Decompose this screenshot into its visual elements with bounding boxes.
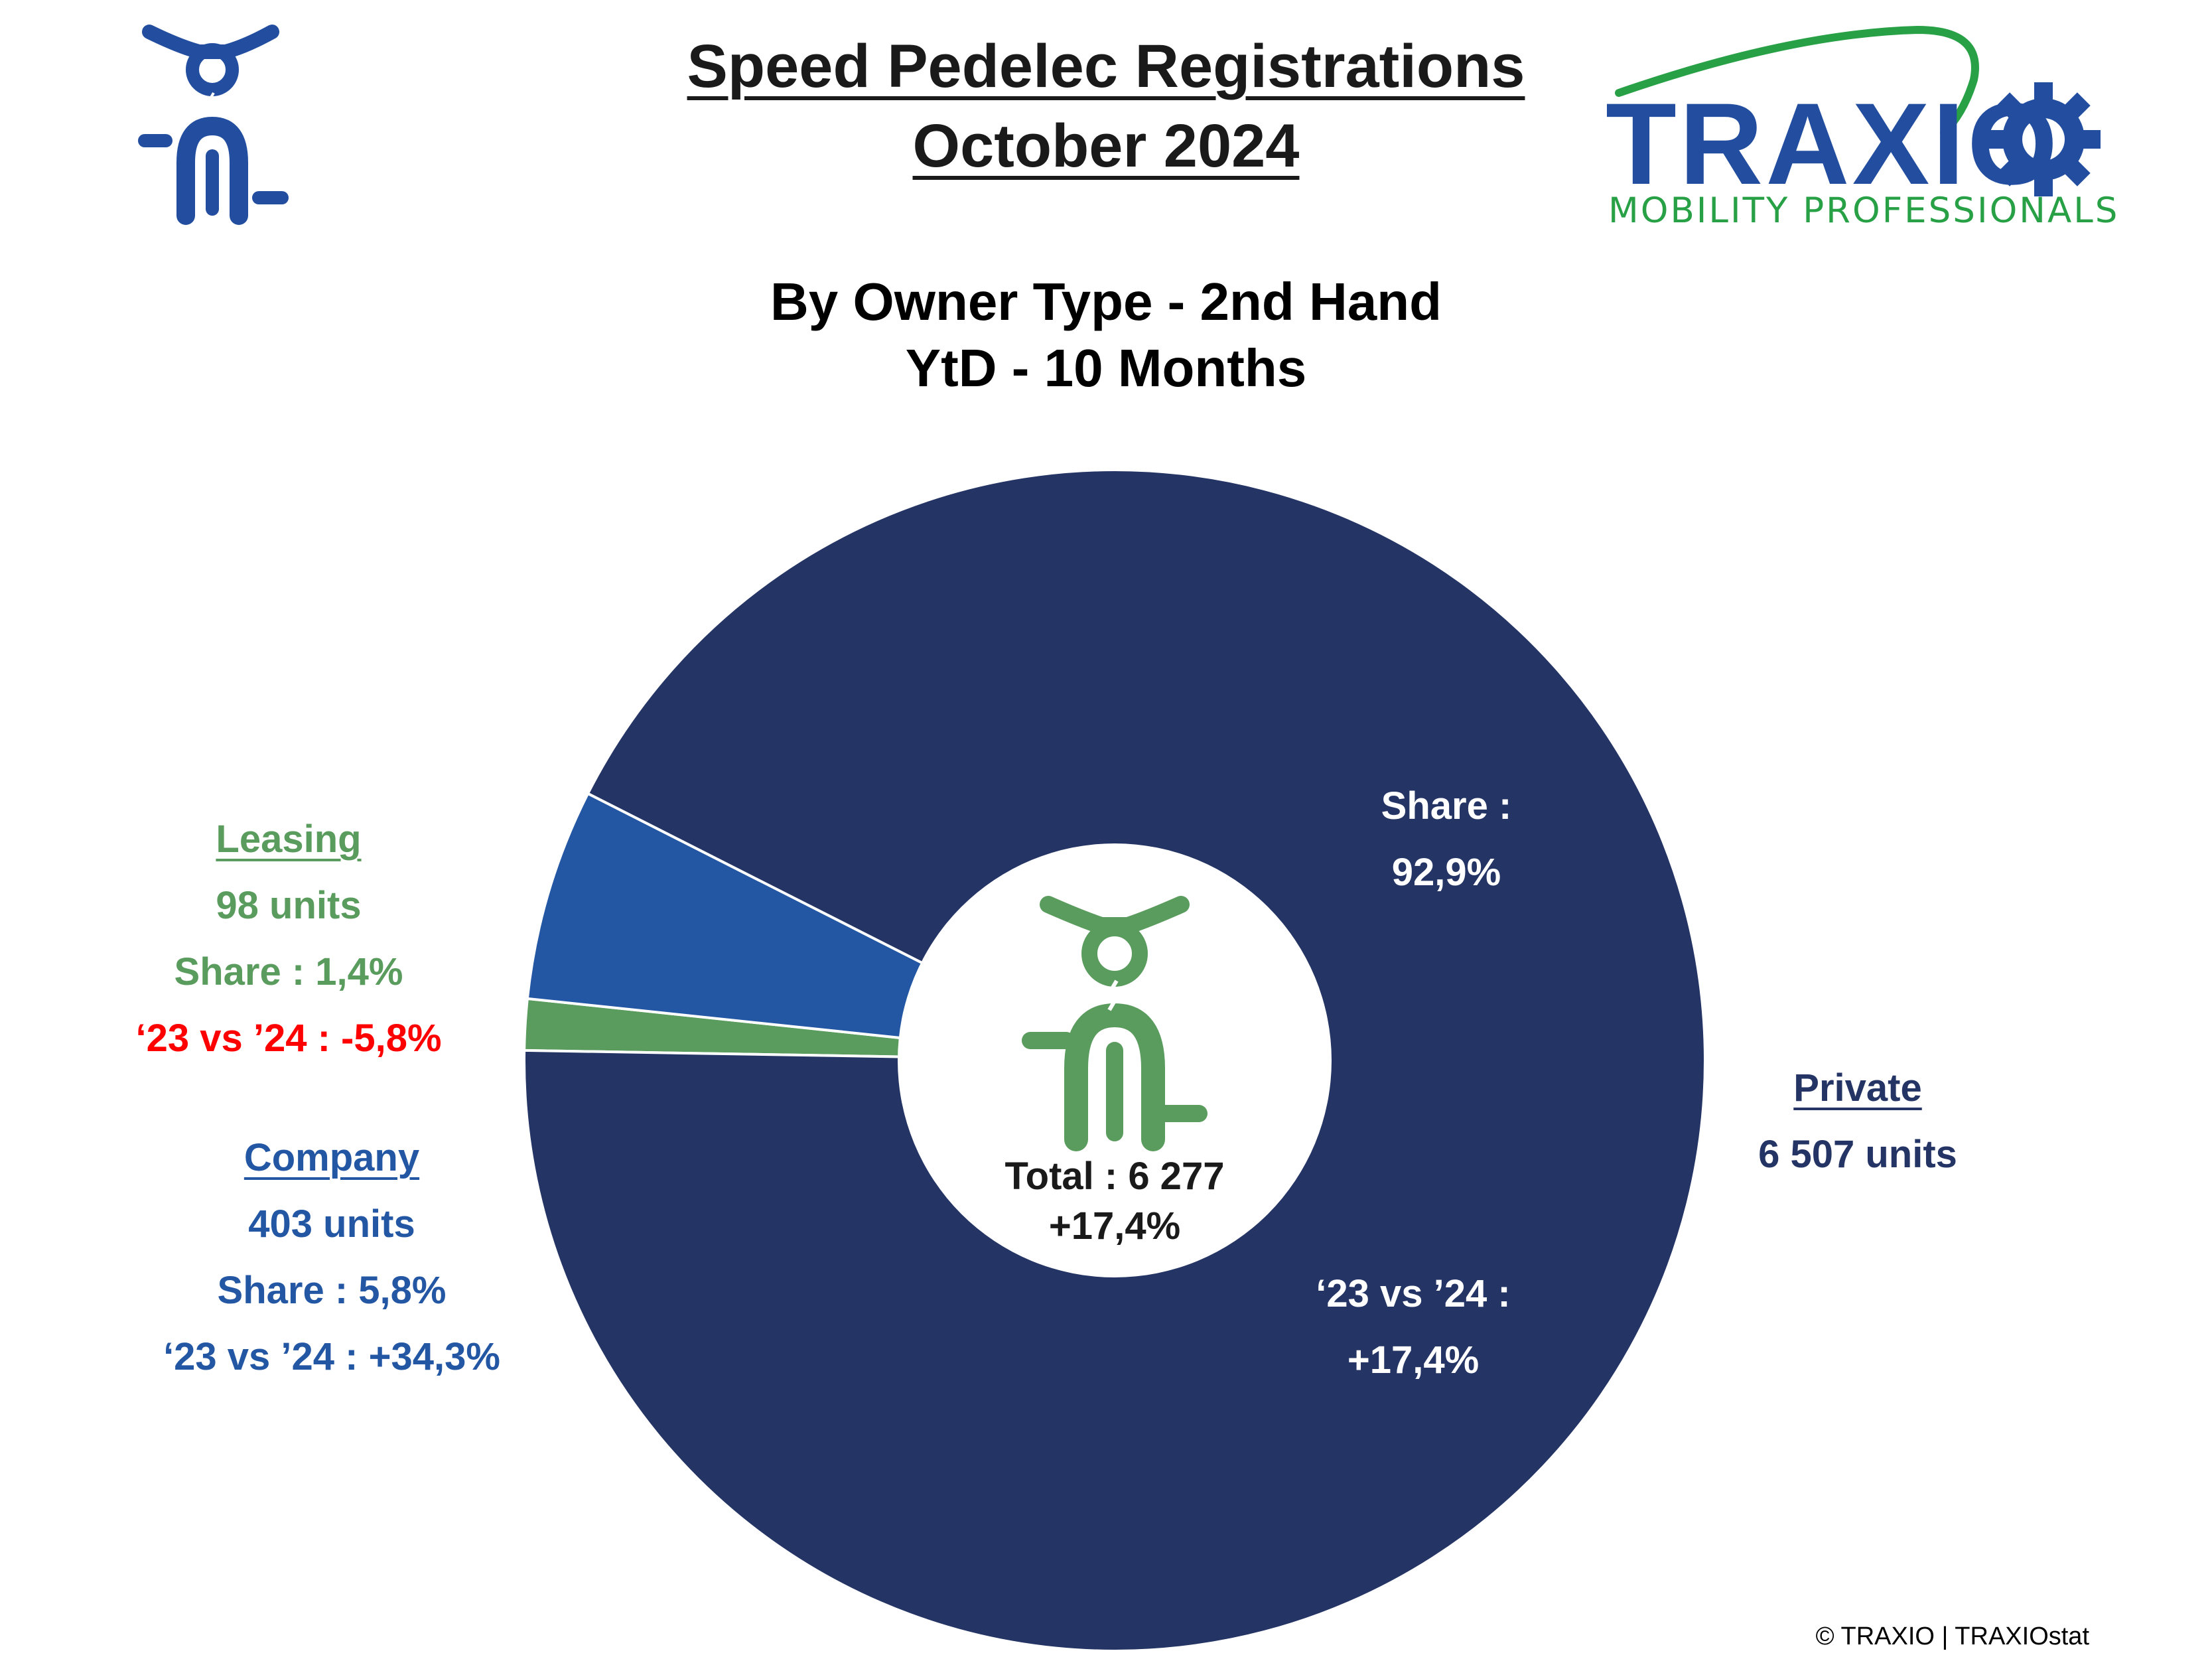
private-legend: Private 6 507 units (1692, 1055, 2024, 1188)
title-line-1: Speed Pedelec Registrations (687, 33, 1525, 100)
center-total: Total : 6 277 +17,4% (949, 1151, 1280, 1251)
speed-pedelec-rider-icon (138, 25, 289, 225)
center-total-change: +17,4% (1048, 1204, 1181, 1248)
private-change-value: +17,4% (1347, 1338, 1480, 1382)
leasing-change: ‘23 vs ’24 : -5,8% (135, 1017, 442, 1060)
private-share-caption: Share : (1381, 784, 1512, 828)
center-total-value: Total : 6 277 (1004, 1155, 1225, 1198)
chart-title: By Owner Type - 2nd Hand YtD - 10 Months (608, 269, 1604, 401)
page-title: Speed Pedelec Registrations October 2024 (509, 27, 1703, 186)
copyright-text: © TRAXIO | TRAXIOstat (1815, 1623, 2089, 1650)
private-change-caption: ‘23 vs ’24 : (1316, 1272, 1511, 1315)
leasing-legend: Leasing 98 units Share : 1,4% ‘23 vs ’24… (86, 806, 491, 1072)
leasing-name: Leasing (216, 818, 362, 861)
company-legend: Company 403 units Share : 5,8% ‘23 vs ’2… (119, 1125, 544, 1390)
private-change-label: ‘23 vs ’24 : +17,4% (1247, 1261, 1579, 1394)
company-change: ‘23 vs ’24 : +34,3% (163, 1335, 500, 1378)
private-units: 6 507 units (1758, 1133, 1957, 1176)
title-line-2: October 2024 (912, 112, 1300, 180)
private-share-label: Share : 92,9% (1280, 773, 1612, 906)
brand-tagline: MOBILITY PROFESSIONALS (1608, 190, 2120, 231)
leasing-units: 98 units (216, 884, 362, 927)
company-units: 403 units (248, 1202, 415, 1246)
company-share: Share : 5,8% (217, 1269, 447, 1312)
leasing-share: Share : 1,4% (174, 950, 403, 993)
chart-title-line-1: By Owner Type - 2nd Hand (770, 272, 1442, 331)
company-name: Company (243, 1136, 420, 1179)
center-speed-pedelec-icon (1022, 896, 1208, 1151)
brand-name: TRAXIO (1606, 80, 2061, 209)
chart-title-line-2: YtD - 10 Months (905, 338, 1307, 397)
private-name: Private (1793, 1066, 1922, 1110)
gear-icon (1986, 82, 2101, 196)
traxio-swoosh (1615, 25, 1979, 137)
private-share-value: 92,9% (1391, 851, 1501, 894)
